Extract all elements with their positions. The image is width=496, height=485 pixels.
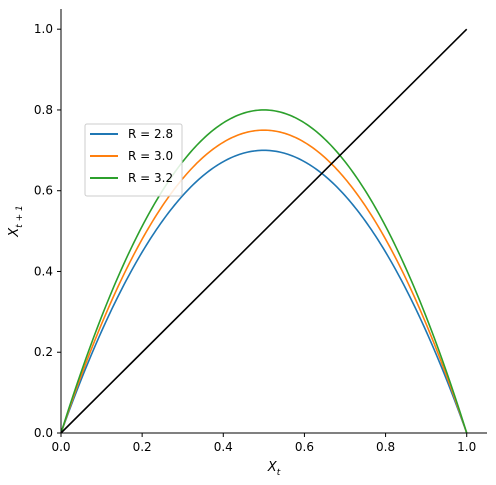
series-line-3: [60, 109, 468, 434]
x-axis-label-main: X: [267, 460, 278, 475]
series-layer: [60, 28, 468, 434]
series-line-2: [60, 129, 468, 434]
x-tick-label: 0.8: [376, 440, 395, 454]
legend-label: R = 3.0: [128, 149, 173, 163]
y-tick-label: 0.0: [34, 426, 53, 440]
y-tick-label: 0.4: [34, 264, 53, 278]
x-tick-layer: 0.0 0.2 0.4 0.6 0.8 1.0: [51, 433, 476, 454]
axes-layer: [60, 9, 487, 434]
y-tick-label: 1.0: [34, 22, 53, 36]
legend-label: R = 3.2: [128, 171, 173, 185]
y-axis-label-sub: t + 1: [15, 205, 25, 228]
y-axis-label: Xt + 1: [7, 205, 25, 237]
series-line-1: [60, 149, 468, 434]
y-tick-layer: 0.0 0.2 0.4 0.6 0.8 1.0: [34, 22, 61, 440]
legend-items: R = 2.8 R = 3.0 R = 3.2: [90, 127, 173, 185]
y-tick-label: 0.2: [34, 345, 53, 359]
legend: R = 2.8 R = 3.0 R = 3.2: [84, 123, 183, 197]
legend-label: R = 2.8: [128, 127, 173, 141]
x-axis-label-sub: t: [277, 468, 281, 478]
x-tick-label: 0.4: [214, 440, 233, 454]
x-axis-label: Xt: [267, 460, 281, 478]
y-axis-label-main: X: [7, 227, 22, 238]
y-tick-label: 0.8: [34, 103, 53, 117]
x-tick-label: 0.6: [295, 440, 314, 454]
x-tick-label: 0.0: [51, 440, 70, 454]
x-tick-label: 0.2: [133, 440, 152, 454]
y-tick-label: 0.6: [34, 184, 53, 198]
identity-line: [60, 28, 468, 434]
x-tick-label: 1.0: [457, 440, 476, 454]
